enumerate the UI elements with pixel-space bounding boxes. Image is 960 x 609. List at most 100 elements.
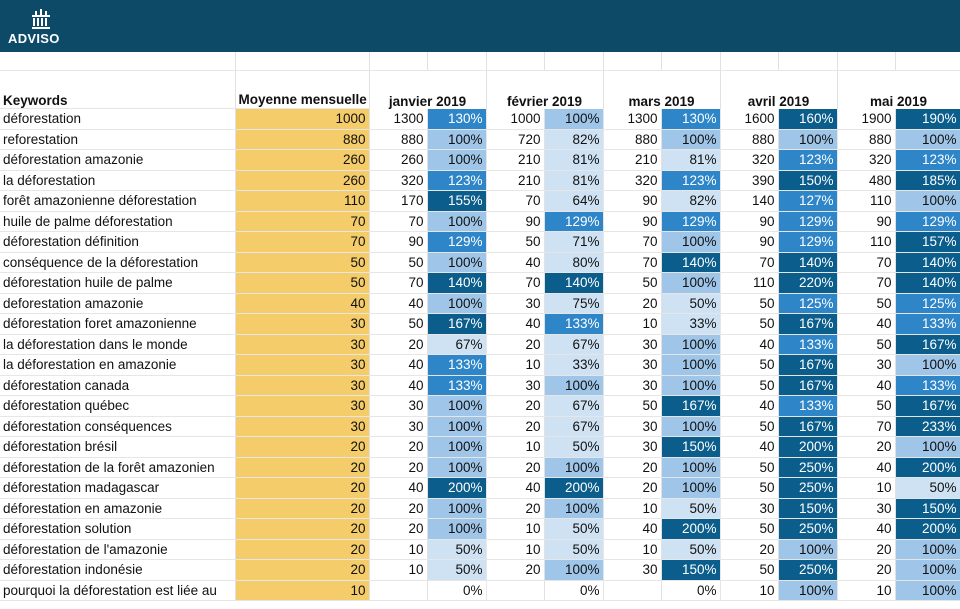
average-cell[interactable]: 20 (235, 436, 370, 458)
volume-cell[interactable]: 1900 (837, 108, 896, 130)
percent-cell[interactable]: 0% (427, 580, 487, 601)
percent-cell[interactable]: 130% (427, 108, 487, 130)
percent-cell[interactable]: 100% (895, 580, 960, 601)
volume-cell[interactable]: 50 (603, 395, 662, 417)
percent-cell[interactable]: 127% (778, 190, 838, 212)
volume-cell[interactable]: 880 (837, 129, 896, 150)
percent-cell[interactable]: 250% (778, 559, 838, 581)
percent-cell[interactable]: 81% (544, 149, 604, 171)
volume-cell[interactable]: 50 (720, 354, 779, 376)
percent-cell[interactable]: 133% (544, 313, 604, 335)
percent-cell[interactable]: 133% (778, 334, 838, 355)
percent-cell[interactable]: 133% (427, 354, 487, 376)
volume-cell[interactable]: 20 (369, 457, 428, 478)
keyword-cell[interactable]: reforestation (0, 129, 236, 150)
volume-cell[interactable]: 30 (603, 375, 662, 396)
percent-cell[interactable]: 200% (661, 518, 721, 540)
volume-cell[interactable]: 50 (720, 518, 779, 540)
volume-cell[interactable]: 20 (837, 539, 896, 560)
percent-cell[interactable]: 67% (427, 334, 487, 355)
volume-cell[interactable]: 70 (720, 252, 779, 273)
percent-cell[interactable]: 100% (544, 457, 604, 478)
percent-cell[interactable]: 157% (895, 231, 960, 253)
volume-cell[interactable]: 10 (603, 313, 662, 335)
keyword-cell[interactable]: conséquence de la déforestation (0, 252, 236, 273)
average-cell[interactable]: 20 (235, 477, 370, 499)
volume-cell[interactable]: 90 (837, 211, 896, 232)
percent-cell[interactable]: 167% (895, 395, 960, 417)
volume-cell[interactable]: 70 (486, 272, 545, 294)
percent-cell[interactable]: 100% (427, 149, 487, 171)
percent-cell[interactable]: 50% (427, 539, 487, 560)
keyword-cell[interactable]: déforestation huile de palme (0, 272, 236, 294)
volume-cell[interactable]: 40 (837, 313, 896, 335)
keyword-cell[interactable]: déforestation indonésie (0, 559, 236, 581)
percent-cell[interactable]: 100% (661, 477, 721, 499)
volume-cell[interactable]: 20 (369, 436, 428, 458)
percent-cell[interactable]: 50% (895, 477, 960, 499)
volume-cell[interactable]: 880 (369, 129, 428, 150)
percent-cell[interactable]: 200% (895, 518, 960, 540)
keyword-cell[interactable]: déforestation québec (0, 395, 236, 417)
volume-cell[interactable]: 40 (720, 334, 779, 355)
volume-cell[interactable]: 170 (369, 190, 428, 212)
percent-cell[interactable]: 100% (895, 539, 960, 560)
percent-cell[interactable]: 190% (895, 108, 960, 130)
average-cell[interactable]: 110 (235, 190, 370, 212)
volume-cell[interactable]: 30 (603, 416, 662, 437)
percent-cell[interactable]: 185% (895, 170, 960, 191)
volume-cell[interactable]: 30 (837, 354, 896, 376)
volume-cell[interactable]: 30 (486, 375, 545, 396)
percent-cell[interactable]: 167% (778, 375, 838, 396)
percent-cell[interactable]: 100% (661, 354, 721, 376)
average-cell[interactable]: 10 (235, 580, 370, 601)
volume-cell[interactable]: 10 (486, 354, 545, 376)
percent-cell[interactable]: 200% (427, 477, 487, 499)
volume-cell[interactable]: 40 (369, 375, 428, 396)
keywords-header[interactable]: Keywords (0, 70, 236, 109)
average-cell[interactable]: 20 (235, 457, 370, 478)
volume-cell[interactable]: 30 (369, 395, 428, 417)
volume-cell[interactable]: 70 (369, 272, 428, 294)
keyword-cell[interactable]: forêt amazonienne déforestation (0, 190, 236, 212)
volume-cell[interactable]: 20 (486, 457, 545, 478)
percent-cell[interactable]: 129% (661, 211, 721, 232)
keyword-cell[interactable]: déforestation madagascar (0, 477, 236, 499)
percent-cell[interactable]: 140% (661, 252, 721, 273)
volume-cell[interactable]: 40 (369, 477, 428, 499)
keyword-cell[interactable]: déforestation solution (0, 518, 236, 540)
volume-cell[interactable]: 40 (720, 436, 779, 458)
average-cell[interactable]: 50 (235, 252, 370, 273)
percent-cell[interactable]: 129% (544, 211, 604, 232)
percent-cell[interactable]: 100% (544, 108, 604, 130)
keyword-cell[interactable]: deforestation amazonie (0, 293, 236, 314)
percent-cell[interactable]: 75% (544, 293, 604, 314)
volume-cell[interactable]: 20 (369, 334, 428, 355)
average-cell[interactable]: 30 (235, 313, 370, 335)
percent-cell[interactable]: 100% (895, 354, 960, 376)
percent-cell[interactable]: 100% (427, 252, 487, 273)
volume-cell[interactable]: 10 (369, 559, 428, 581)
keyword-cell[interactable]: déforestation en amazonie (0, 498, 236, 519)
keyword-cell[interactable]: la déforestation en amazonie (0, 354, 236, 376)
keyword-cell[interactable]: déforestation amazonie (0, 149, 236, 171)
keyword-cell[interactable]: déforestation conséquences (0, 416, 236, 437)
average-cell[interactable]: 30 (235, 334, 370, 355)
keyword-cell[interactable]: déforestation foret amazonienne (0, 313, 236, 335)
percent-cell[interactable]: 100% (778, 539, 838, 560)
average-cell[interactable]: 30 (235, 416, 370, 437)
volume-cell[interactable]: 90 (720, 211, 779, 232)
percent-cell[interactable]: 250% (778, 518, 838, 540)
percent-cell[interactable]: 160% (778, 108, 838, 130)
volume-cell[interactable]: 110 (837, 190, 896, 212)
volume-cell[interactable]: 70 (369, 211, 428, 232)
percent-cell[interactable]: 100% (427, 129, 487, 150)
percent-cell[interactable]: 100% (895, 436, 960, 458)
volume-cell[interactable]: 30 (603, 436, 662, 458)
average-cell[interactable]: 260 (235, 149, 370, 171)
keyword-cell[interactable]: déforestation canada (0, 375, 236, 396)
average-cell[interactable]: 50 (235, 272, 370, 294)
volume-cell[interactable]: 30 (603, 354, 662, 376)
month-header[interactable]: mars 2019 (603, 70, 721, 109)
volume-cell[interactable]: 20 (486, 395, 545, 417)
